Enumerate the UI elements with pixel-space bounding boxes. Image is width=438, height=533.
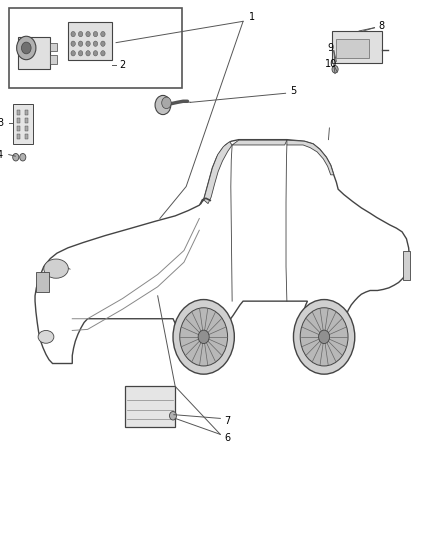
Bar xyxy=(332,31,382,63)
Bar xyxy=(125,386,175,427)
Bar xyxy=(50,43,57,51)
Circle shape xyxy=(162,97,171,109)
Bar xyxy=(17,134,20,139)
Bar xyxy=(25,134,28,139)
Bar xyxy=(50,55,57,64)
Bar xyxy=(336,39,369,58)
Circle shape xyxy=(86,31,90,37)
Text: 4: 4 xyxy=(0,150,3,159)
Bar xyxy=(68,22,112,60)
Bar xyxy=(403,251,410,280)
Circle shape xyxy=(86,51,90,56)
Circle shape xyxy=(332,66,338,73)
Text: 3: 3 xyxy=(0,118,3,127)
Text: 2: 2 xyxy=(120,60,126,70)
Circle shape xyxy=(93,31,98,37)
Polygon shape xyxy=(287,140,334,175)
Circle shape xyxy=(20,154,26,161)
Bar xyxy=(36,272,49,292)
Circle shape xyxy=(170,411,177,420)
Bar xyxy=(17,118,20,123)
Circle shape xyxy=(93,51,98,56)
Text: 9: 9 xyxy=(328,43,334,53)
Circle shape xyxy=(318,330,330,344)
Bar xyxy=(18,37,50,69)
Circle shape xyxy=(78,51,83,56)
Bar xyxy=(9,8,182,88)
Circle shape xyxy=(101,31,105,37)
Circle shape xyxy=(17,36,36,60)
Circle shape xyxy=(293,300,355,374)
Circle shape xyxy=(13,154,19,161)
Circle shape xyxy=(78,31,83,37)
Circle shape xyxy=(198,330,209,344)
Circle shape xyxy=(71,31,75,37)
Circle shape xyxy=(93,41,98,46)
Polygon shape xyxy=(232,140,287,145)
Circle shape xyxy=(300,308,348,366)
Circle shape xyxy=(21,42,31,54)
Polygon shape xyxy=(204,142,232,204)
Bar xyxy=(13,104,33,144)
Bar xyxy=(17,126,20,131)
Bar xyxy=(25,126,28,131)
Bar xyxy=(25,110,28,115)
Bar xyxy=(25,118,28,123)
Circle shape xyxy=(71,41,75,46)
Circle shape xyxy=(71,51,75,56)
Text: 5: 5 xyxy=(290,86,297,95)
Circle shape xyxy=(78,41,83,46)
Bar xyxy=(17,110,20,115)
Ellipse shape xyxy=(44,259,68,278)
Circle shape xyxy=(180,308,228,366)
Text: 10: 10 xyxy=(325,59,337,69)
Circle shape xyxy=(173,300,234,374)
Text: 1: 1 xyxy=(249,12,255,22)
Circle shape xyxy=(101,51,105,56)
Circle shape xyxy=(101,41,105,46)
Text: 7: 7 xyxy=(225,416,231,426)
Circle shape xyxy=(155,95,171,115)
Circle shape xyxy=(86,41,90,46)
Text: 8: 8 xyxy=(378,21,384,30)
Ellipse shape xyxy=(38,330,54,343)
Text: 6: 6 xyxy=(225,433,231,443)
